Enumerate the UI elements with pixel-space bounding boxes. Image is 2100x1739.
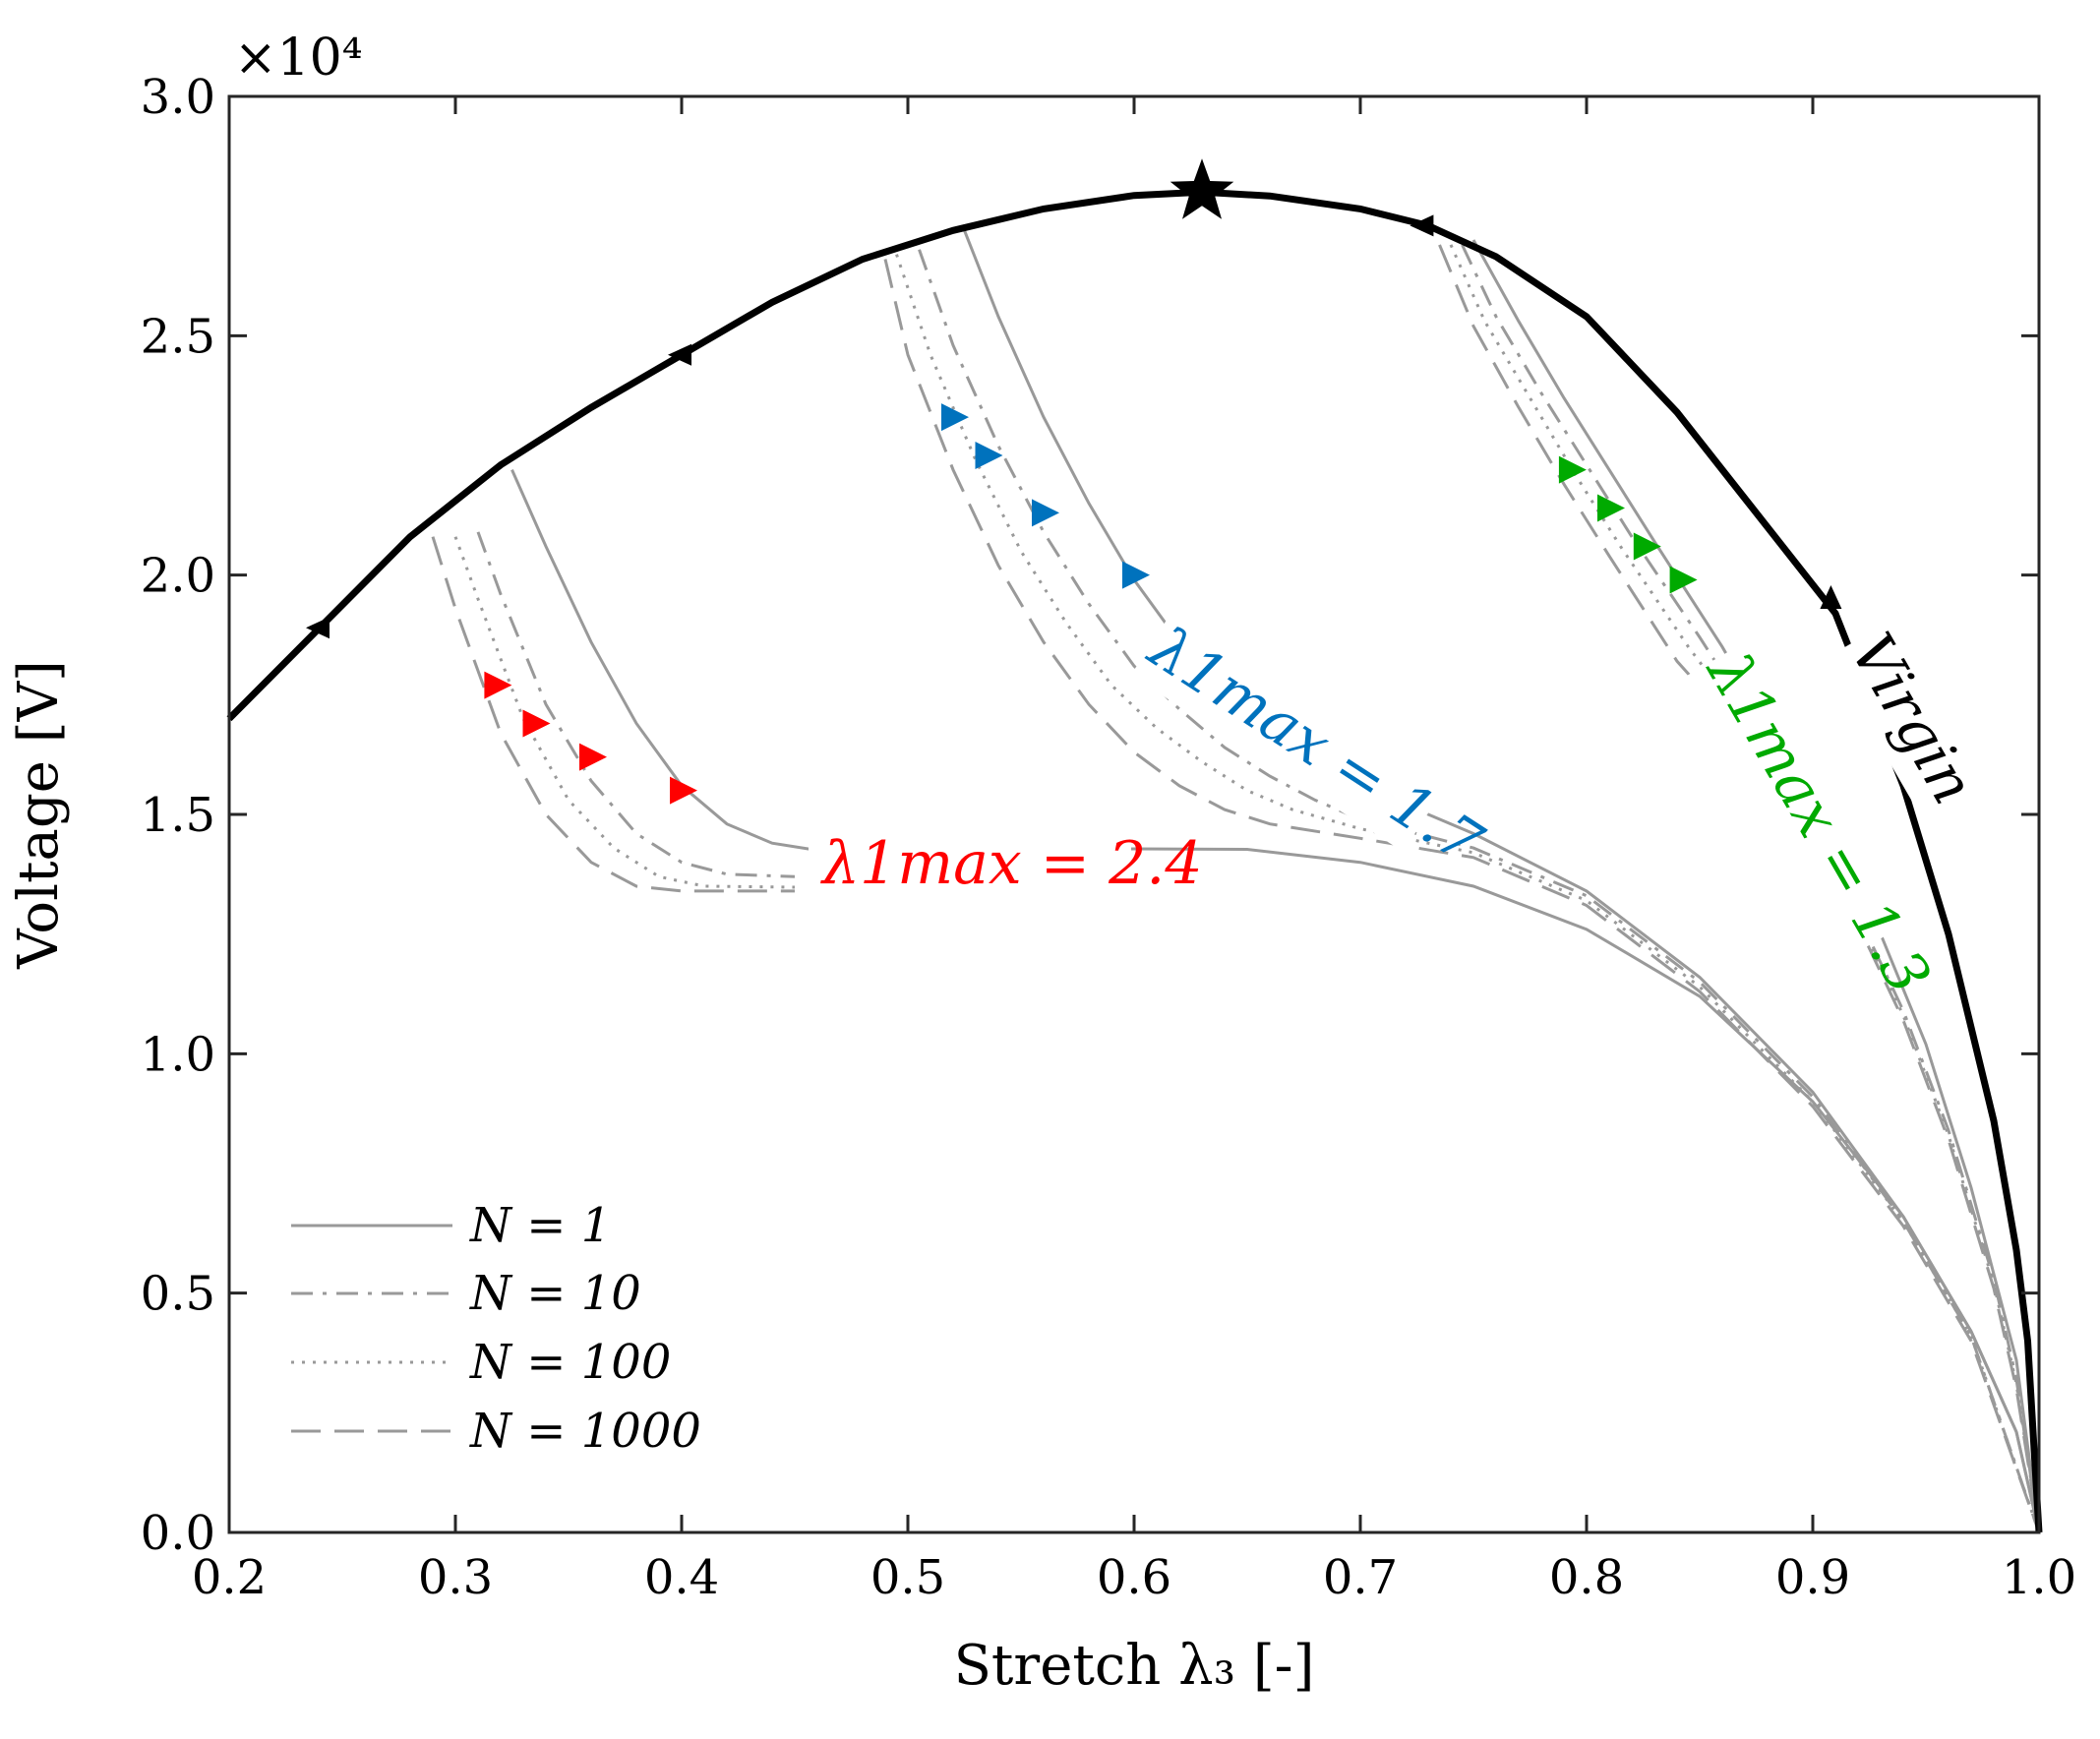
- x-tick-label: 0.9: [1775, 1550, 1850, 1605]
- triangle-marker: [484, 671, 512, 699]
- triangle-marker: [1633, 532, 1661, 561]
- y-tick-label: 3.0: [141, 70, 215, 125]
- virgin-layer: [226, 158, 2043, 1533]
- series-line: [1461, 244, 2039, 1532]
- series-layer: [431, 229, 2039, 1532]
- series-line: [883, 259, 2039, 1532]
- y-tick-label: 1.0: [141, 1027, 215, 1082]
- annotation-2-4: λ1max = 2.4: [809, 829, 1203, 913]
- legend-label-n1000: N = 1000: [469, 1404, 701, 1459]
- virgin-curve: [226, 188, 2043, 1533]
- y-tick-label: 2.0: [141, 549, 215, 604]
- x-tick-label: 0.3: [418, 1550, 493, 1605]
- peak-star: [1170, 158, 1234, 219]
- x-tick-label: 1.0: [2002, 1550, 2076, 1605]
- series-line: [1438, 244, 2039, 1532]
- x-tick-label: 0.2: [192, 1550, 267, 1605]
- series-line: [431, 536, 795, 893]
- y-tick-label: 0.5: [141, 1267, 215, 1322]
- y-exponent-label: ×10⁴: [234, 29, 363, 88]
- x-axis-label: Stretch λ₃ [-]: [954, 1634, 1315, 1698]
- y-tick-label: 1.5: [141, 788, 215, 843]
- series-line: [895, 254, 2039, 1532]
- x-tick-label: 0.5: [870, 1550, 945, 1605]
- triangle-marker: [1122, 561, 1150, 589]
- annotation-virgin: Virgin: [1828, 617, 2001, 836]
- triangle-marker: [1032, 499, 1059, 527]
- triangle-marker: [579, 743, 607, 771]
- legend-label-n1: N = 1: [469, 1198, 611, 1253]
- x-axis: 0.2 0.3 0.4 0.5 0.6 0.7 0.8 0.9 1.0: [192, 96, 2076, 1605]
- legend-label-n10: N = 10: [469, 1266, 641, 1321]
- series-line: [510, 468, 2039, 1532]
- virgin-arrow: [668, 343, 691, 366]
- virgin-arrow: [1410, 214, 1434, 237]
- x-tick-label: 0.4: [644, 1550, 719, 1605]
- triangle-marker: [670, 776, 697, 805]
- series-line: [476, 531, 796, 878]
- x-tick-label: 0.7: [1323, 1550, 1398, 1605]
- y-axis: 0.0 0.5 1.0 1.5 2.0 2.5 3.0: [141, 70, 2039, 1561]
- series-line: [1449, 244, 2039, 1532]
- y-tick-label: 0.0: [141, 1506, 215, 1561]
- legend: N = 1 N = 10 N = 100 N = 1000: [291, 1198, 701, 1459]
- triangle-marker: [1669, 566, 1698, 594]
- series-line: [453, 536, 796, 889]
- annotation-virgin-label: Virgin: [1836, 623, 1988, 815]
- triangle-marker: [975, 442, 1003, 469]
- marker-layer: [484, 403, 1698, 805]
- annotation-2-4-label: λ1max = 2.4: [820, 829, 1203, 898]
- legend-label-n100: N = 100: [469, 1335, 671, 1390]
- x-tick-label: 0.8: [1549, 1550, 1624, 1605]
- y-axis-label: Voltage [V]: [7, 660, 71, 970]
- virgin-arrow: [1820, 585, 1842, 609]
- virgin-arrow: [306, 617, 330, 639]
- triangle-marker: [1558, 455, 1587, 484]
- series-line: [1471, 239, 2039, 1532]
- y-tick-label: 2.5: [141, 309, 215, 364]
- triangle-marker: [1597, 494, 1625, 522]
- triangle-marker: [522, 709, 551, 738]
- triangle-marker: [941, 403, 969, 432]
- x-tick-label: 0.6: [1097, 1550, 1171, 1605]
